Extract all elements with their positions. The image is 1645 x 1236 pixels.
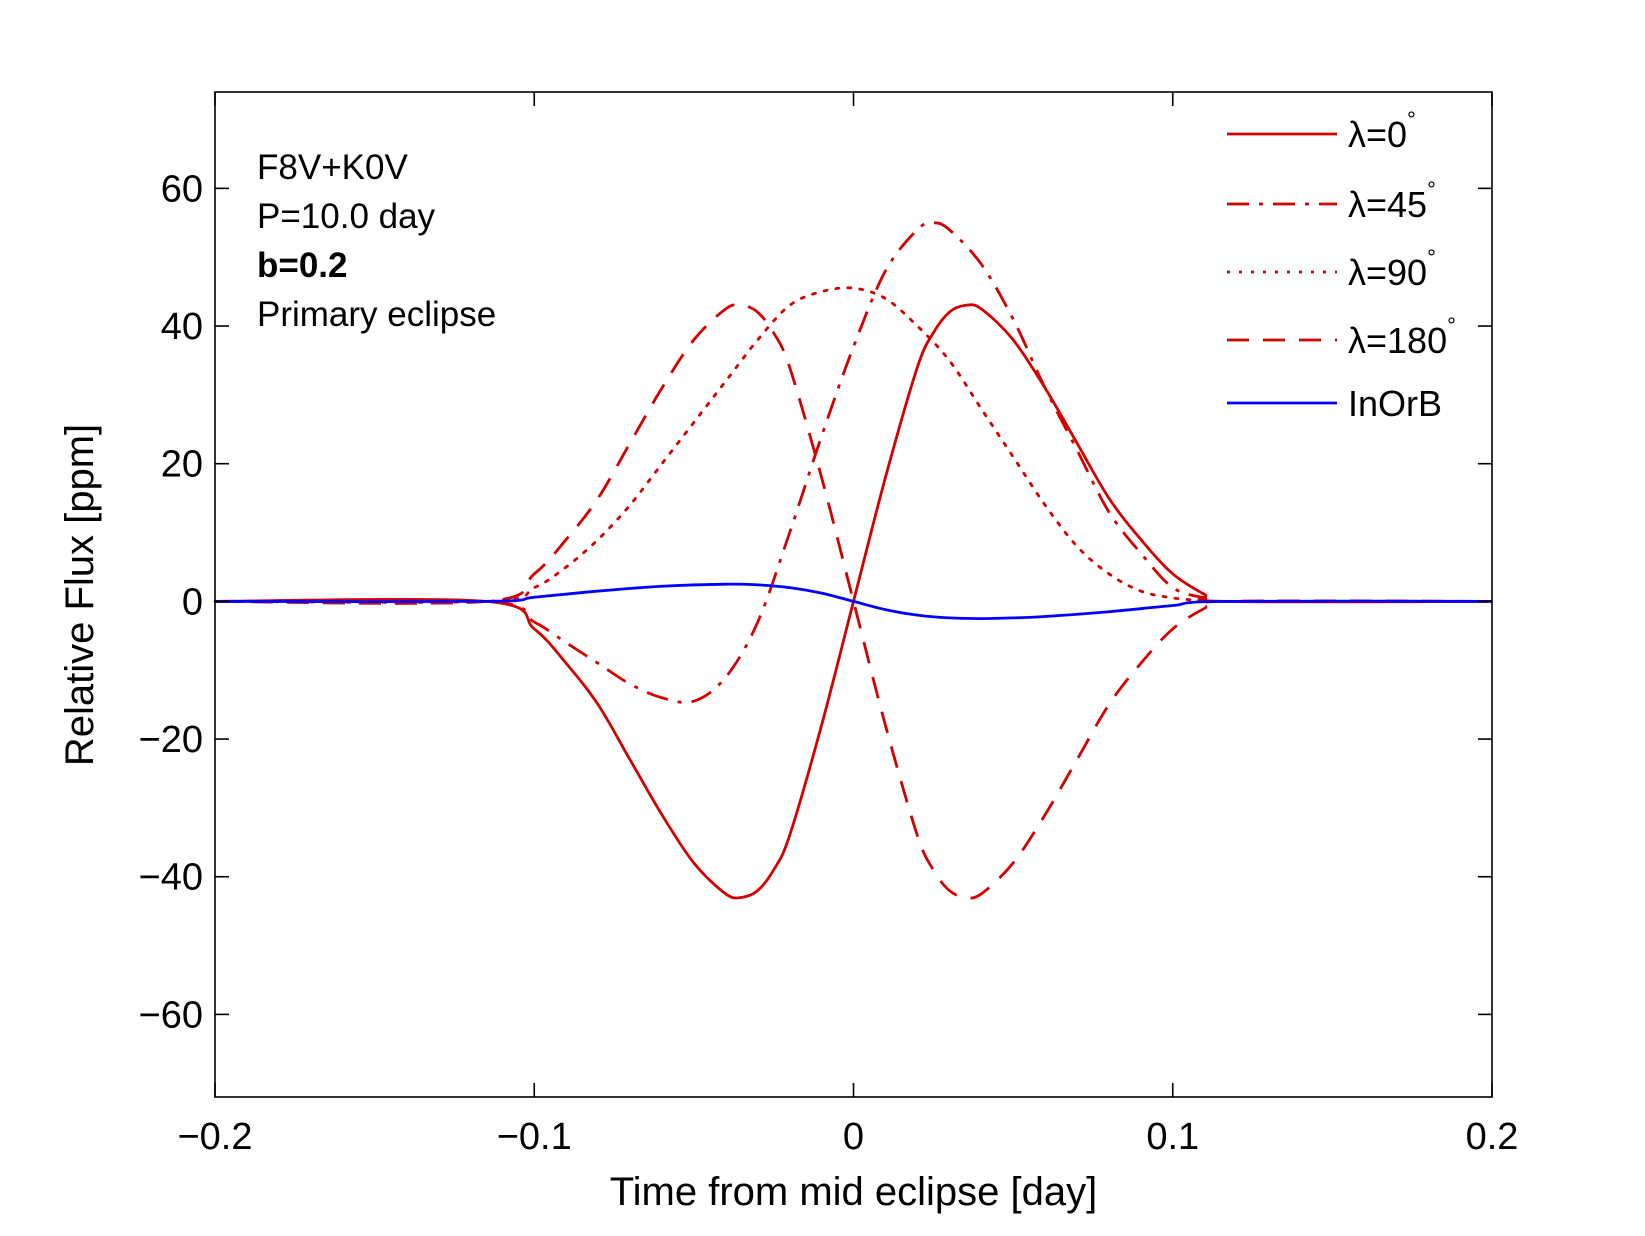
x-tick-label: 0.2 (1466, 1116, 1519, 1158)
series-layer (213, 221, 1494, 900)
legend-label-5: InOrB (1348, 383, 1442, 424)
legend-label-3: λ=90° (1348, 245, 1436, 293)
y-tick-label: 60 (161, 168, 203, 210)
y-tick-label: 0 (182, 581, 203, 623)
series-line-2 (214, 221, 1493, 704)
x-tick-label: 0.1 (1146, 1116, 1199, 1158)
x-tick-label: −0.2 (177, 1116, 252, 1158)
series-line-5 (214, 582, 1493, 620)
legend-label-1: λ=0° (1348, 107, 1416, 155)
y-tick-label: −60 (139, 994, 203, 1036)
axis-ticks: −0.2 −0.1 0 0.1 0.2 −60 −40 −20 0 20 40 60 (139, 92, 1519, 1158)
annotation-period: P=10.0 day (257, 197, 436, 236)
y-tick-label: −20 (139, 719, 203, 761)
x-tick-label: 0 (843, 1116, 864, 1158)
y-tick-label: −40 (139, 857, 203, 899)
annotation-block: F8V+K0V P=10.0 day b=0.2 Primary eclipse (257, 148, 496, 334)
y-tick-label: 40 (161, 306, 203, 348)
legend: λ=0° λ=45° λ=90° λ=180° InOrB (1227, 107, 1456, 424)
legend-label-2: λ=45° (1348, 177, 1436, 225)
annotation-impact-parameter: b=0.2 (257, 246, 347, 285)
x-tick-label: −0.1 (497, 1116, 572, 1158)
y-axis-label: Relative Flux [ppm] (58, 424, 102, 766)
series-line-1 (214, 303, 1493, 900)
annotation-eclipse-type: Primary eclipse (257, 295, 496, 334)
legend-label-4: λ=180° (1348, 313, 1456, 361)
y-tick-label: 20 (161, 444, 203, 486)
series-line-4 (214, 303, 1493, 900)
x-axis-label: Time from mid eclipse [day] (610, 1170, 1098, 1214)
annotation-stars: F8V+K0V (257, 148, 408, 187)
